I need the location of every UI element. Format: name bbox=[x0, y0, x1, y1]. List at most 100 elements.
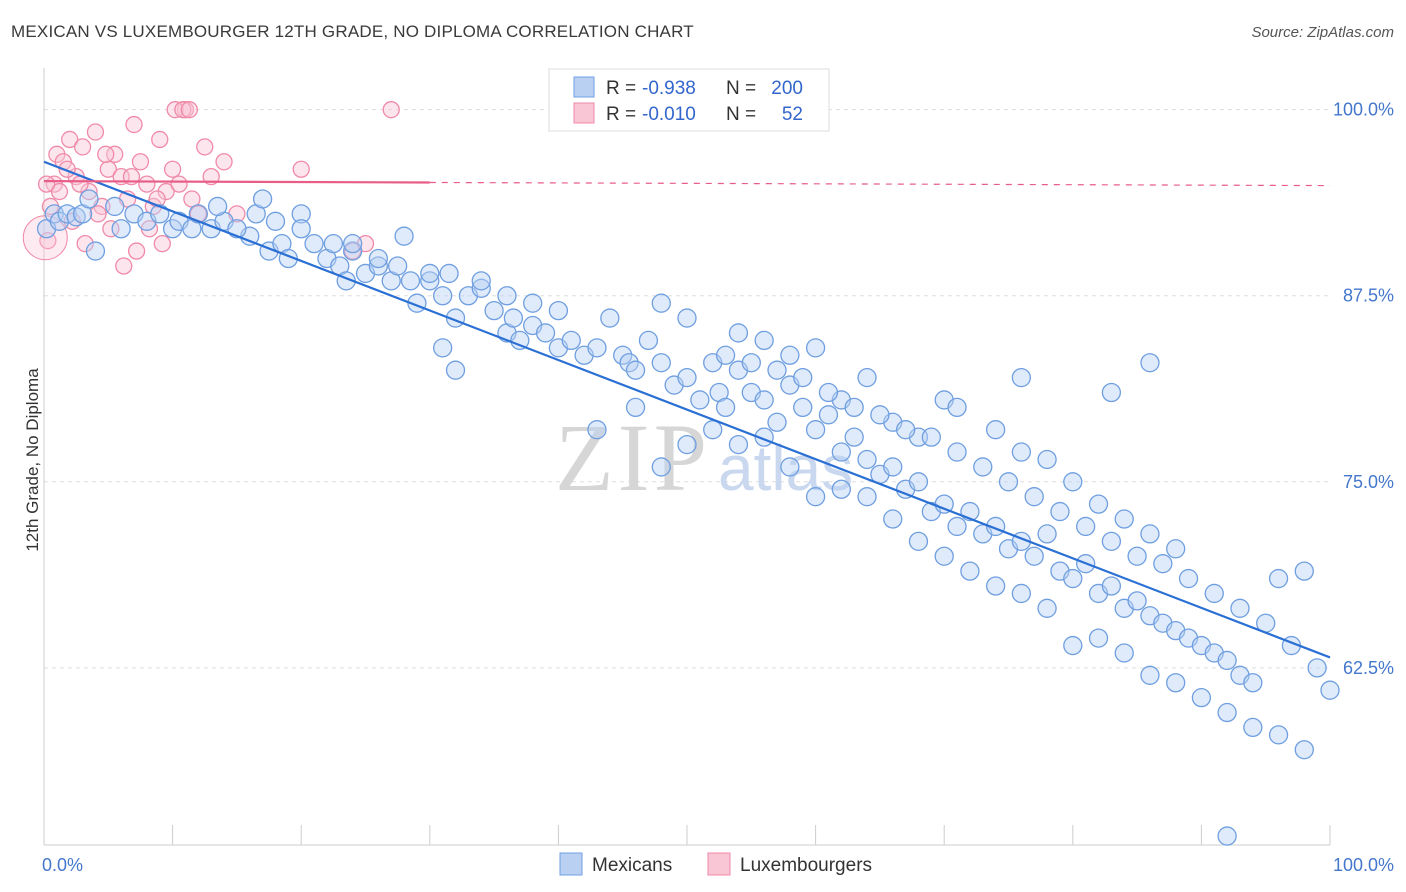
luxembourgers-trend-line bbox=[43, 180, 430, 184]
mexicans-point bbox=[111, 219, 131, 239]
mexicans-point bbox=[793, 367, 813, 388]
mexicans-point bbox=[947, 442, 967, 462]
mexicans-point bbox=[818, 382, 839, 403]
mexicans-point bbox=[1011, 442, 1032, 462]
trend-lines bbox=[43, 160, 1331, 659]
legend-swatch-luxembourgers bbox=[573, 102, 595, 124]
mexicans-point bbox=[619, 353, 639, 373]
mexicans-point bbox=[1217, 702, 1237, 723]
mexicans-point bbox=[741, 353, 761, 373]
mexicans-point bbox=[79, 189, 99, 209]
mexicans-point bbox=[998, 472, 1019, 492]
watermark: ZIP atlas bbox=[555, 404, 853, 511]
luxembourgers-point bbox=[127, 242, 146, 260]
mexicans-point bbox=[780, 345, 800, 365]
luxembourgers-point bbox=[89, 205, 107, 223]
luxembourgers-point bbox=[174, 101, 192, 119]
mexicans-point bbox=[1114, 643, 1134, 663]
mexicans-point bbox=[1217, 650, 1237, 671]
mexicans-point bbox=[677, 434, 697, 455]
luxembourgers-point bbox=[131, 153, 150, 171]
mexicans-point bbox=[857, 487, 877, 507]
mexicans-point bbox=[1243, 673, 1263, 693]
luxembourgers-trend-line-dashed bbox=[429, 181, 1331, 187]
mexicans-point bbox=[767, 412, 787, 432]
luxembourgers-point bbox=[382, 101, 400, 119]
y-tick-label: 87.5% bbox=[1343, 286, 1394, 306]
luxembourgers-point bbox=[86, 123, 105, 141]
mexicans-point bbox=[400, 271, 421, 291]
mexicans-point bbox=[433, 338, 453, 358]
legend-r-value: -0.010 bbox=[642, 104, 696, 125]
mexicans-point bbox=[1114, 509, 1134, 529]
mexicans-point bbox=[651, 353, 671, 373]
luxembourgers-point bbox=[343, 242, 362, 260]
legend-n-label: N = bbox=[726, 104, 756, 125]
watermark-atlas: atlas bbox=[718, 432, 853, 504]
y-tick-label: 62.5% bbox=[1343, 658, 1394, 678]
mexicans-point bbox=[439, 263, 459, 284]
legend-n-label: N = bbox=[726, 78, 756, 99]
mexicans-point bbox=[587, 338, 607, 358]
luxembourgers-point bbox=[37, 175, 56, 193]
mexicans-point bbox=[1294, 561, 1314, 581]
mexicans-point bbox=[908, 531, 929, 551]
mexicans-point bbox=[323, 233, 344, 254]
mexicans-point bbox=[805, 420, 826, 440]
mexicans-point bbox=[677, 367, 697, 388]
mexicans-point bbox=[510, 330, 530, 351]
mexicans-point bbox=[1037, 598, 1057, 618]
mexicans-point bbox=[947, 397, 967, 418]
mexicans-point bbox=[265, 211, 286, 231]
mexicans-point bbox=[1037, 449, 1057, 470]
luxembourgers-point bbox=[153, 234, 171, 253]
mexicans-point bbox=[1243, 717, 1263, 738]
mexicans-point bbox=[831, 479, 851, 499]
mexicans-point bbox=[985, 576, 1006, 596]
luxembourgers-point bbox=[115, 257, 133, 275]
mexicans-point bbox=[433, 286, 453, 306]
luxembourgers-points bbox=[22, 101, 400, 275]
mexicans-point bbox=[921, 427, 941, 447]
legend-r-value: -0.938 bbox=[642, 78, 696, 99]
luxembourgers-point bbox=[180, 101, 198, 119]
luxembourgers-point bbox=[102, 220, 120, 238]
mexicans-point bbox=[1101, 576, 1122, 596]
mexicans-point bbox=[805, 487, 826, 507]
bottom-legend-swatch-mexicans bbox=[559, 852, 583, 876]
mexicans-point bbox=[1088, 494, 1109, 514]
mexicans-point bbox=[805, 338, 826, 358]
mexicans-point bbox=[651, 293, 671, 313]
mexicans-point bbox=[690, 390, 710, 410]
mexicans-point bbox=[1166, 539, 1186, 559]
mexicans-point bbox=[895, 420, 916, 440]
mexicans-point bbox=[291, 204, 311, 224]
mexicans-point bbox=[1268, 568, 1289, 589]
mexicans-point bbox=[503, 308, 524, 328]
mexicans-point bbox=[728, 323, 749, 343]
y-tick-label: 75.0% bbox=[1343, 472, 1394, 492]
mexicans-point bbox=[368, 248, 389, 269]
mexicans-point bbox=[1230, 598, 1250, 618]
mexicans-point bbox=[1127, 546, 1147, 566]
mexicans-point bbox=[728, 434, 749, 455]
mexicans-point bbox=[857, 449, 877, 470]
mexicans-point bbox=[85, 241, 106, 261]
mexicans-point bbox=[1076, 516, 1096, 537]
source-label: Source: ZipAtlas.com bbox=[1251, 24, 1394, 41]
luxembourgers-point bbox=[76, 234, 94, 253]
bottom-legend-luxembourgers: Luxembourgers bbox=[740, 855, 872, 876]
mexicans-point bbox=[291, 219, 311, 239]
mexicans-point bbox=[1024, 546, 1044, 566]
mexicans-point bbox=[1153, 554, 1173, 574]
mexicans-point bbox=[754, 390, 774, 410]
mexicans-point bbox=[1178, 568, 1199, 589]
luxembourgers-point bbox=[73, 138, 92, 156]
mexicans-point bbox=[445, 360, 466, 380]
luxembourgers-point bbox=[106, 145, 124, 163]
luxembourgers-point bbox=[215, 153, 233, 171]
mexicans-point bbox=[947, 516, 967, 537]
luxembourgers-point bbox=[138, 175, 156, 193]
mexicans-point bbox=[304, 233, 324, 254]
